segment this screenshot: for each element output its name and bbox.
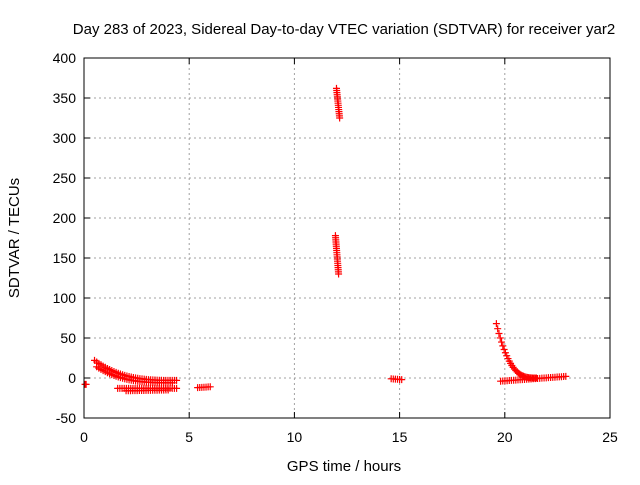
data-point-band-5.4-6.0h	[206, 383, 214, 391]
data-point-rise-19.6-21.5h	[499, 342, 507, 350]
data-point-spike-12h-upper	[336, 114, 344, 122]
plot-frame	[83, 57, 611, 419]
y-tick-label: 350	[53, 90, 77, 106]
data-point-rise-19.6-21.5h	[495, 329, 503, 337]
data-point-band-2.0-4.0h	[164, 386, 172, 394]
y-tick-label: 300	[53, 130, 77, 146]
x-tick-label: 20	[497, 429, 513, 445]
x-tick-label: 5	[185, 429, 193, 445]
data-point-rise-19.6-21.5h	[496, 334, 504, 342]
x-tick-label: 0	[80, 429, 88, 445]
x-tick-label: 10	[287, 429, 303, 445]
data-point-rise-19.6-21.5h	[500, 345, 508, 353]
data-point-band-14.6-15.1h	[398, 376, 406, 384]
y-tick-label: 50	[60, 330, 76, 346]
y-tick-label: -50	[56, 410, 76, 426]
y-tick-label: 400	[53, 50, 77, 66]
y-tick-label: 0	[68, 370, 76, 386]
y-tick-label: 100	[53, 290, 77, 306]
chart-title: Day 283 of 2023, Sidereal Day-to-day VTE…	[73, 21, 615, 38]
data-point-rise-19.6-21.5h	[492, 320, 500, 328]
data-point-decay-0.5-4.5h	[173, 376, 181, 384]
y-tick-label: 200	[53, 210, 77, 226]
y-tick-label: 250	[53, 170, 77, 186]
data-points	[81, 84, 570, 395]
data-point-spike-12h-lower	[335, 270, 343, 278]
x-axis-label: GPS time / hours	[287, 458, 401, 475]
x-tick-label: 15	[392, 429, 408, 445]
y-axis-label: SDTVAR / TECUs	[6, 178, 23, 298]
data-point-rise-19.6-21.5h	[501, 349, 509, 357]
data-point-rise-19.6-21.5h	[494, 325, 502, 333]
data-point-rise-19.6-21.5h	[498, 338, 506, 346]
data-point-band-19.8-22.9h	[562, 372, 570, 380]
data-point-band-1.6-4.4h	[173, 384, 181, 392]
x-tick-label: 25	[602, 429, 618, 445]
y-tick-label: 150	[53, 250, 77, 266]
